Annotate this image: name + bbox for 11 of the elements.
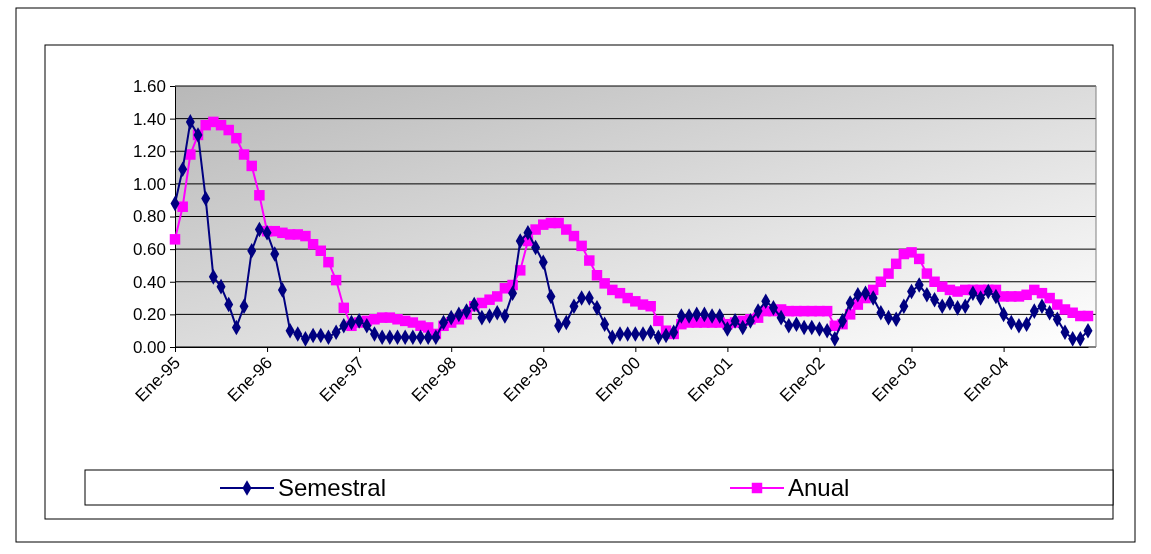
y-tick-label: 1.60 [132, 76, 166, 96]
y-tick-label: 1.00 [132, 174, 166, 194]
legend-label: Anual [788, 474, 850, 502]
y-tick-label: 0.20 [132, 305, 166, 325]
y-tick-label: 1.40 [132, 109, 166, 129]
y-tick-label: 0.80 [132, 207, 166, 227]
y-tick-label: 0.60 [132, 240, 166, 260]
y-tick-label: 0.40 [132, 272, 166, 292]
y-tick-label: 1.20 [132, 142, 166, 162]
legend-label: Semestral [278, 474, 387, 502]
y-tick-label: 0.00 [132, 337, 166, 357]
